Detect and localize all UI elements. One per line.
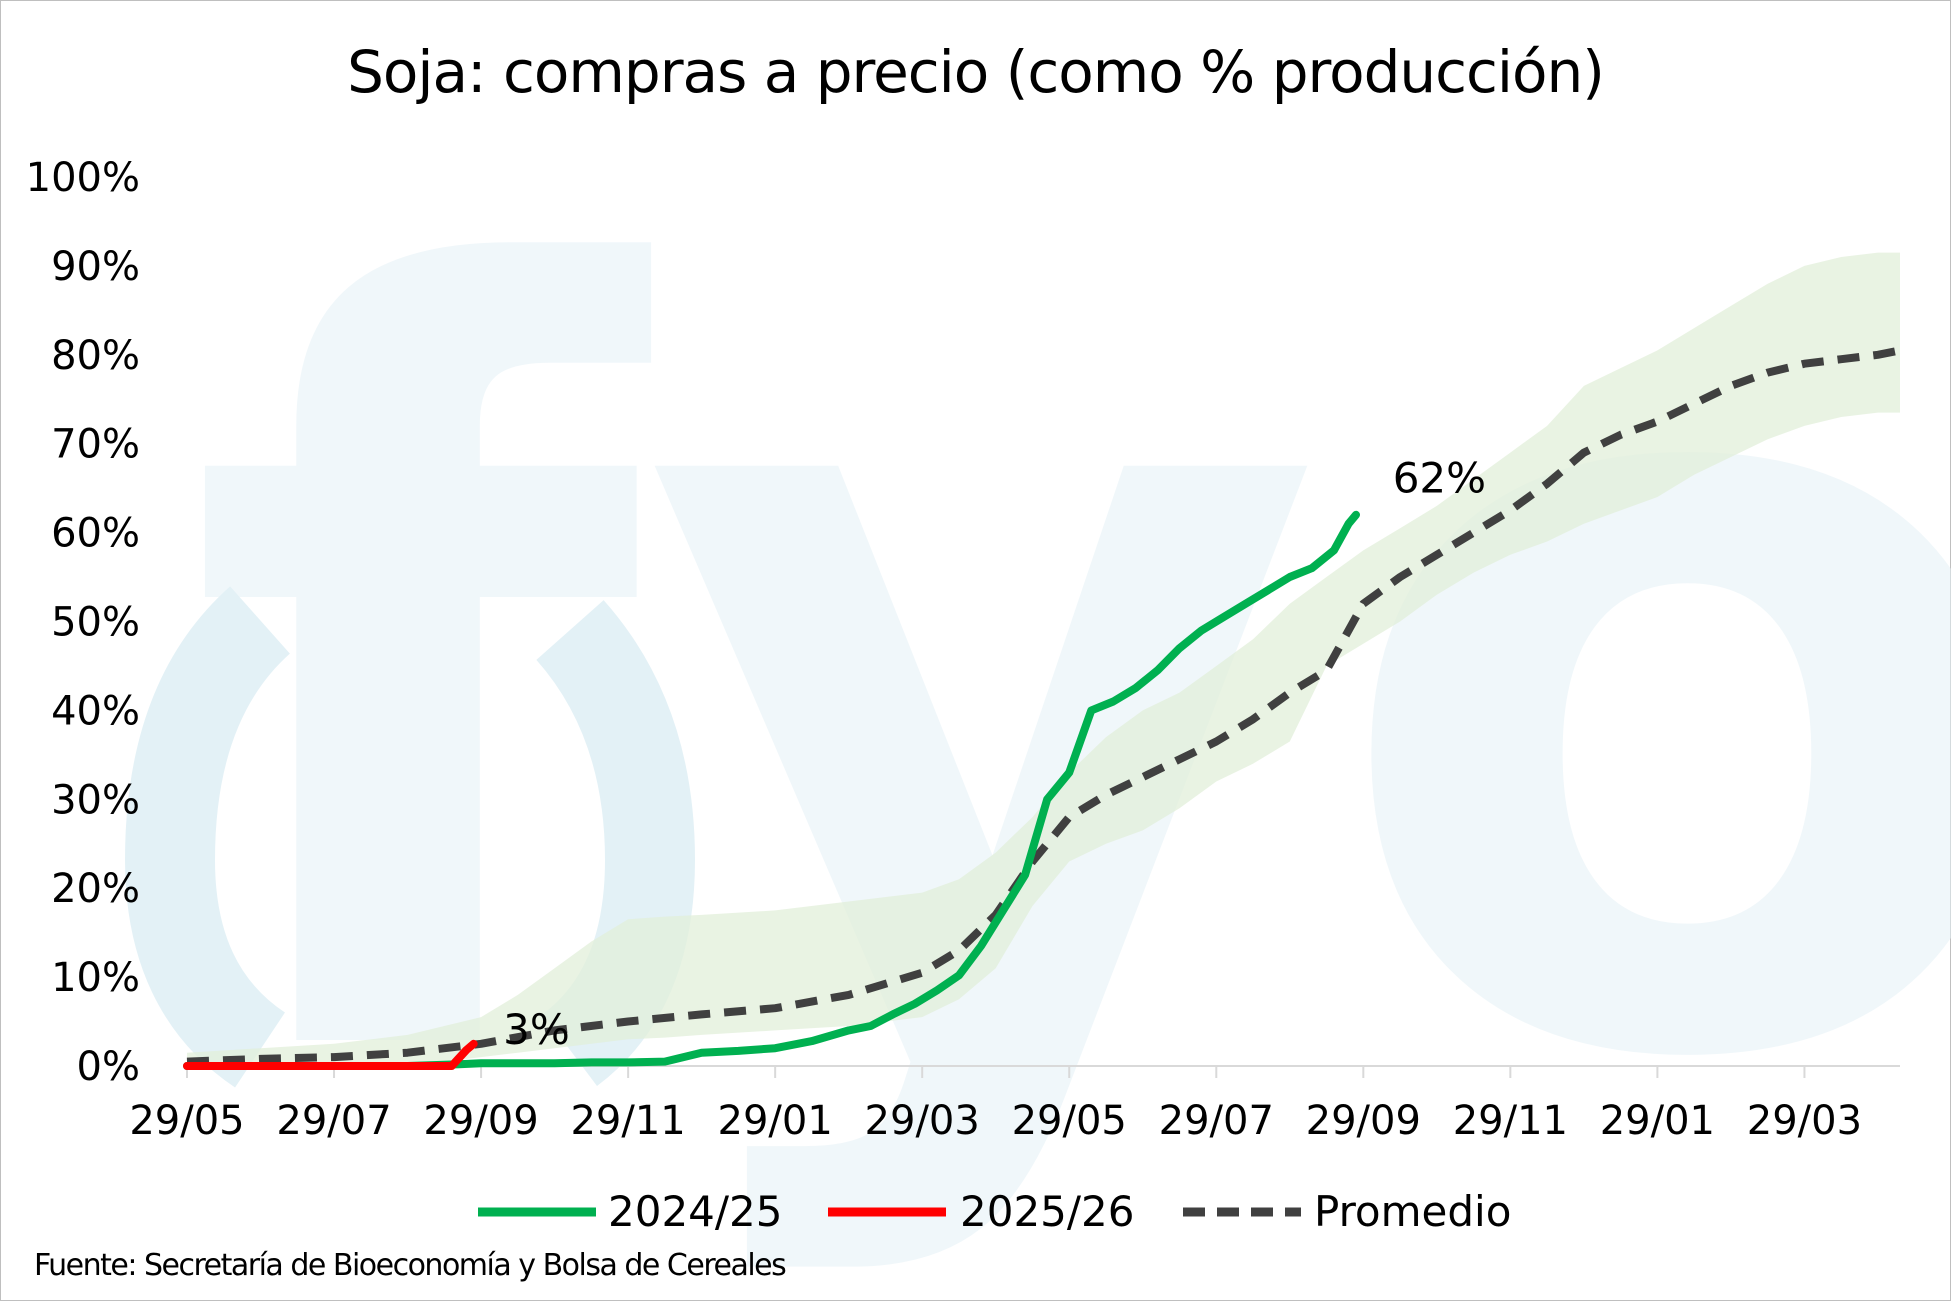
legend-label: 2025/26 xyxy=(960,1187,1134,1236)
annotations: 3% 62% xyxy=(503,454,1486,1054)
x-tick-label: 29/05 xyxy=(129,1098,244,1144)
x-tick-label: 29/11 xyxy=(1453,1098,1568,1144)
x-tick-label: 29/09 xyxy=(423,1098,538,1144)
x-tick-label: 29/03 xyxy=(865,1098,980,1144)
x-tick-label: 29/05 xyxy=(1012,1098,1127,1144)
y-tick-label: 50% xyxy=(51,600,140,646)
series-line-2025-26 xyxy=(183,1039,478,1070)
watermark-text: fyo xyxy=(185,65,1951,1288)
range-band-area xyxy=(187,252,1900,1067)
x-tick-label: 29/01 xyxy=(1600,1098,1715,1144)
y-tick-label: 40% xyxy=(51,688,140,734)
axes: 0% 10% 20% 30% 40% 50% 60% 70% 80% 90% 100% 29/05 29… xyxy=(26,155,1900,1144)
x-tick-label: 29/03 xyxy=(1747,1098,1862,1144)
legend-label: Promedio xyxy=(1314,1187,1511,1236)
x-tick-label: 29/11 xyxy=(570,1098,685,1144)
legend: 2024/25 2025/26 Promedio xyxy=(478,1187,1511,1236)
series-line-2024-25 xyxy=(183,510,1360,1070)
source-note: Fuente: Secretaría de Bioeconomía y Bols… xyxy=(34,1248,787,1283)
y-tick-label: 90% xyxy=(51,244,140,290)
y-tick-label: 100% xyxy=(26,155,140,201)
x-tick-label: 29/01 xyxy=(718,1098,833,1144)
data-label: 3% xyxy=(503,1005,570,1054)
x-tick-label: 29/07 xyxy=(276,1098,391,1144)
watermark-logo: fyo xyxy=(124,65,1951,1288)
y-tick-label: 70% xyxy=(51,422,140,468)
x-tick-label: 29/09 xyxy=(1306,1098,1421,1144)
series-lines xyxy=(183,346,1901,1070)
y-tick-label: 30% xyxy=(51,777,140,823)
y-tick-label: 20% xyxy=(51,866,140,912)
chart-title: Soja: compras a precio (como % producció… xyxy=(347,38,1605,106)
data-label: 62% xyxy=(1393,454,1486,503)
range-band xyxy=(187,252,1900,1067)
y-tick-label: 0% xyxy=(77,1044,140,1090)
y-tick-label: 10% xyxy=(51,955,140,1001)
x-tick-label: 29/07 xyxy=(1159,1098,1274,1144)
y-tick-label: 80% xyxy=(51,333,140,379)
legend-label: 2024/25 xyxy=(608,1187,782,1236)
watermark-arc-left xyxy=(124,586,291,1088)
y-tick-label: 60% xyxy=(51,511,140,557)
